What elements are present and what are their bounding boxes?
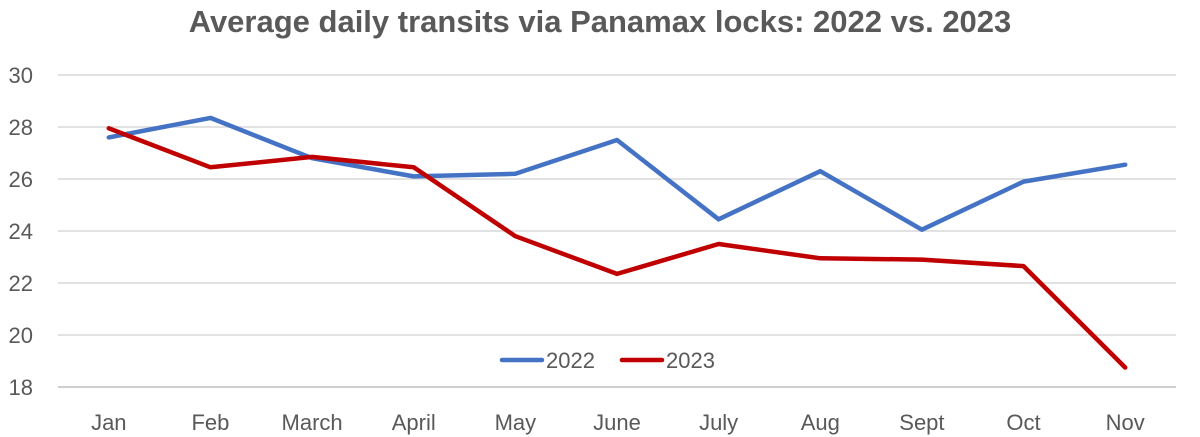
x-tick-label: Oct (1006, 410, 1040, 435)
series-lines (106, 115, 1128, 370)
x-tick-label: Sept (899, 410, 944, 435)
legend-label-2022: 2022 (546, 348, 595, 373)
x-axis-ticks: Jan Feb March April May June July Aug Sept Oct Nov (91, 410, 1145, 435)
x-tick-label: July (699, 410, 738, 435)
y-tick-label: 30 (9, 63, 33, 88)
y-tick-label: 28 (9, 115, 33, 140)
y-tick-label: 20 (9, 323, 33, 348)
x-tick-label: Jan (91, 410, 126, 435)
x-tick-label: March (282, 410, 343, 435)
x-tick-label: June (593, 410, 641, 435)
legend: 2022 2023 (499, 348, 715, 373)
gridlines (58, 74, 1176, 336)
y-tick-label: 22 (9, 271, 33, 296)
series-line-2022 (106, 115, 1128, 232)
y-tick-label: 26 (9, 167, 33, 192)
chart-title: Average daily transits via Panamax locks… (188, 4, 1012, 39)
y-axis-ticks: 18 20 22 24 26 28 30 (9, 63, 33, 400)
legend-label-2023: 2023 (666, 348, 715, 373)
x-tick-label: April (392, 410, 436, 435)
y-tick-label: 24 (9, 219, 33, 244)
x-tick-label: Nov (1106, 410, 1145, 435)
x-tick-label: Feb (191, 410, 229, 435)
y-tick-label: 18 (9, 375, 33, 400)
x-tick-label: Aug (801, 410, 840, 435)
series-line-2023 (106, 126, 1128, 370)
x-tick-label: May (495, 410, 537, 435)
